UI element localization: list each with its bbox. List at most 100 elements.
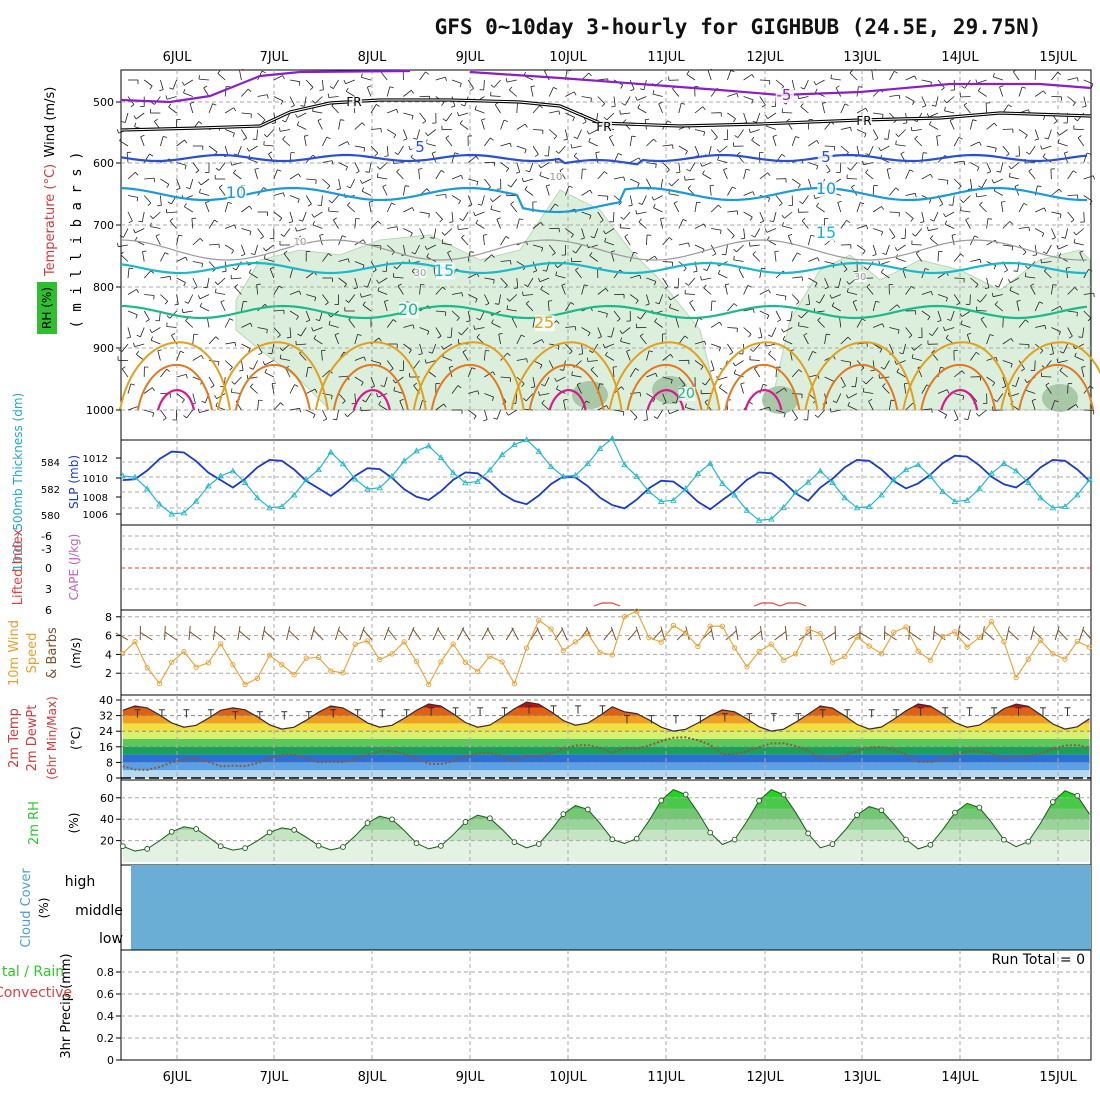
wind-barb: [1018, 226, 1029, 229]
top-day-label: 12JUL: [746, 50, 784, 65]
contour-35: [352, 389, 391, 411]
wind-barb: [946, 96, 955, 104]
wind-barb-flag: [964, 418, 969, 421]
wind-barb-flag: [437, 335, 442, 339]
wind-barb-flag: [231, 250, 235, 254]
wind-barb: [710, 321, 720, 328]
wind-barb: [694, 244, 705, 250]
wind-barb: [791, 79, 795, 90]
wind-barb-flag: [733, 303, 738, 307]
wind-barb: [921, 79, 932, 83]
wind-barb: [186, 409, 194, 419]
wind-barb-flag: [449, 365, 454, 368]
wind-barb: [282, 139, 291, 147]
wind-barb-flag: [422, 120, 427, 124]
thickness-marker: [119, 472, 127, 479]
wind-barb: [979, 294, 987, 303]
wind-barb: [481, 119, 485, 130]
wind-barb: [710, 129, 718, 138]
wind-barb: [540, 288, 550, 295]
wind-barb-flag: [797, 184, 801, 189]
wind-barb-flag: [1058, 253, 1062, 257]
wind-barb: [203, 87, 210, 97]
wind-barb-10m: [359, 626, 365, 641]
wind-speed-marker: [903, 624, 909, 630]
wind-barb: [1018, 203, 1025, 213]
contour-label: FR: [596, 120, 611, 134]
wind-barb: [399, 400, 404, 411]
temp-grid: [121, 695, 1091, 780]
wind-barb: [872, 185, 875, 196]
tick-label: 40: [99, 694, 113, 707]
wind-barb: [443, 343, 453, 350]
wind-barb: [403, 228, 413, 234]
wind-barb-flag: [425, 132, 429, 136]
wind-barb: [921, 173, 931, 180]
wind-barb: [256, 129, 258, 140]
wind-barb-flag: [234, 284, 238, 288]
contour-25: [510, 341, 623, 411]
wind-barb-flag: [599, 383, 604, 385]
wind-barb-flag: [605, 351, 608, 356]
wind-barb: [548, 360, 555, 370]
wind-barb: [484, 277, 495, 281]
wind-barb: [386, 86, 391, 97]
wind-barb-flag: [227, 202, 232, 204]
wind-barb-flag: [280, 100, 284, 105]
wind-barb-flag: [1042, 251, 1047, 255]
wind-barb: [641, 195, 647, 205]
label-bg: [817, 181, 837, 198]
wind-barb: [192, 238, 201, 246]
rh-panel-unit: (%): [67, 813, 81, 834]
wind-barb-flag: [288, 221, 293, 224]
wind-speed-marker: [817, 630, 823, 637]
tick-label: 0.6: [97, 988, 115, 1001]
wind-barb: [949, 120, 955, 130]
wind-barb: [751, 139, 761, 147]
wind-barb-10m: [1008, 630, 1019, 641]
wind-barb: [289, 310, 299, 317]
wind-barb: [516, 334, 522, 345]
wind-barb: [444, 228, 453, 236]
wind-speed-marker: [585, 630, 591, 637]
wind-barb-flag: [653, 138, 657, 143]
temp-line: [122, 701, 1090, 732]
wind-barb-flag: [369, 201, 374, 203]
wind-barb: [118, 244, 129, 248]
wind-barb: [976, 79, 987, 84]
wind-barb: [237, 145, 242, 156]
wind-barb-flag: [1039, 301, 1044, 304]
wind-barb-10m: [958, 630, 971, 641]
wind-barb-flag: [290, 105, 295, 108]
thickness-marker: [572, 471, 579, 478]
wind-barb-flag: [829, 408, 832, 413]
wind-barb-flag: [460, 175, 464, 180]
wind-barb: [252, 360, 258, 370]
label-bg: [435, 263, 455, 280]
wind-barb-flag: [300, 105, 305, 107]
wind-barb-flag: [944, 414, 948, 419]
wind-barb-flag: [441, 239, 444, 244]
wind-barb-flag: [578, 353, 583, 355]
wind-speed-marker: [144, 665, 150, 671]
wind-barb-flag: [147, 202, 152, 206]
wind-barb-flag: [607, 335, 612, 338]
wind-barb-flag: [199, 188, 201, 193]
wind-barb: [157, 350, 161, 361]
thickness-line: [122, 437, 1090, 521]
wind-barb: [445, 137, 453, 147]
wind-barb-10m: [1054, 626, 1060, 641]
thickness-marker: [1074, 491, 1081, 498]
wind-barb: [727, 327, 738, 329]
wind-barb: [1002, 376, 1007, 387]
wind-barb-10m: [313, 629, 324, 641]
wind-barb-flag: [185, 374, 188, 379]
wind-barb-flag: [133, 115, 137, 120]
wind-barb-flag: [751, 99, 754, 104]
thickness-marker: [278, 503, 286, 510]
wind-barb: [856, 107, 866, 114]
wind-barb-flag: [846, 219, 851, 223]
